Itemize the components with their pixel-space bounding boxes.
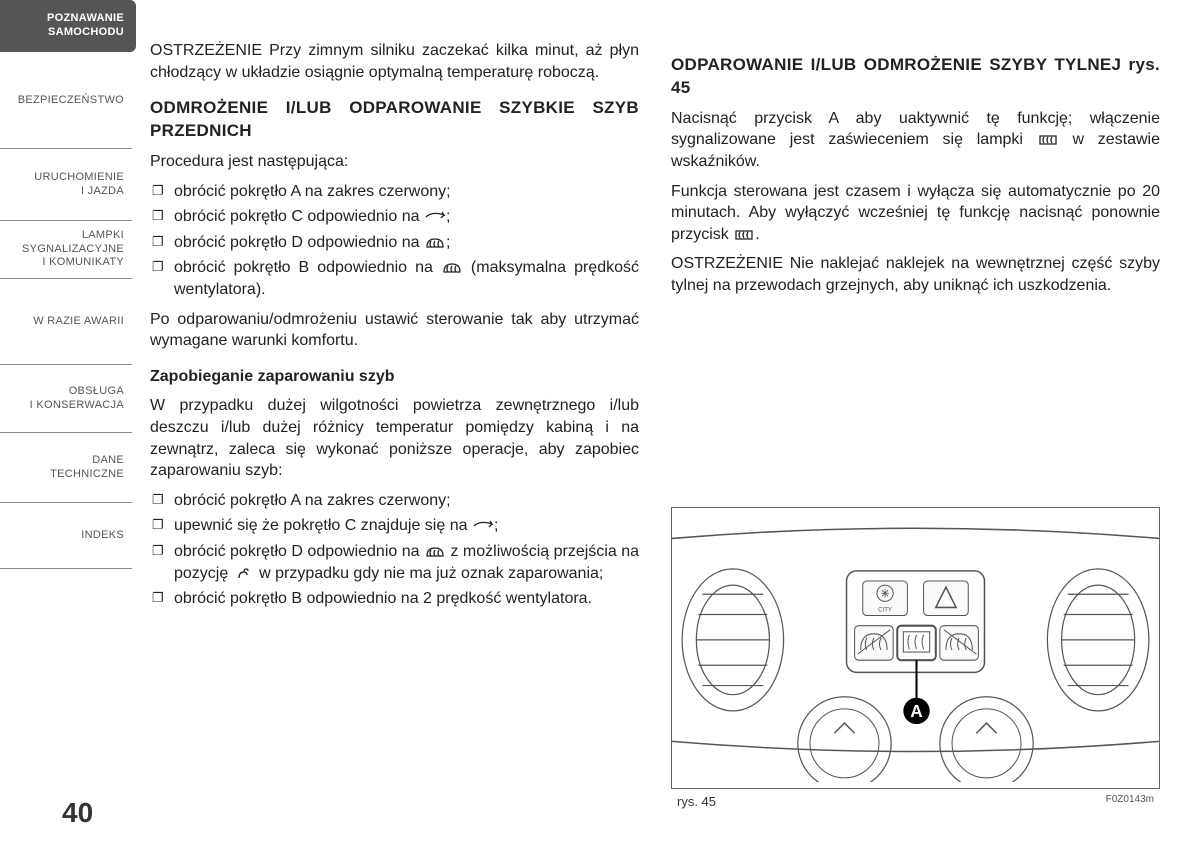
list-item: obrócić pokrętło D odpowiednio na ; xyxy=(174,232,639,254)
intro-text: Procedura jest następująca: xyxy=(150,151,639,173)
left-column: OSTRZEŻENIE Przy zimnym silniku zaczekać… xyxy=(150,40,639,811)
warning-text: OSTRZEŻENIE Nie naklejać naklejek na wew… xyxy=(671,253,1160,296)
figure-45: CITY xyxy=(671,507,1160,811)
paragraph: Nacisnąć przycisk A aby uaktywnić tę fun… xyxy=(671,108,1160,173)
list-item: obrócić pokrętło A na zakres czerwony; xyxy=(174,181,639,203)
warning-text: OSTRZEŻENIE Przy zimnym silniku zaczekać… xyxy=(150,40,639,83)
procedure-list-2: obrócić pokrętło A na zakres czerwony; u… xyxy=(150,490,639,610)
sidebar-tab[interactable]: OBSŁUGAI KONSERWACJA xyxy=(0,365,132,433)
sidebar-tab[interactable]: INDEKS xyxy=(0,503,132,569)
list-item: obrócić pokrętło B odpowiednio na 2 pręd… xyxy=(174,588,639,610)
after-steps-text: Po odparowaniu/odmrożeniu ustawić sterow… xyxy=(150,309,639,352)
page-number: 40 xyxy=(62,797,93,829)
list-item: obrócić pokrętło D odpowiednio na z możl… xyxy=(174,541,639,584)
defrost-rear-icon xyxy=(733,227,755,241)
subsection-heading: Zapobieganie zaparowaniu szyb xyxy=(150,366,639,388)
list-item: upewnić się że pokrętło C znajduje się n… xyxy=(174,515,639,537)
sidebar-tab[interactable]: BEZPIECZEŃSTWO xyxy=(0,53,132,149)
list-item: obrócić pokrętło B odpowiednio na (maksy… xyxy=(174,257,639,300)
paragraph: W przypadku dużej wilgotności powietrza … xyxy=(150,395,639,481)
sidebar-tab[interactable]: LAMPKISYGNALIZACYJNEI KOMUNIKATY xyxy=(0,221,132,279)
defrost-rear-icon xyxy=(1037,132,1059,146)
right-column: ODPAROWANIE I/LUB ODMROŻENIE SZYBY TYLNE… xyxy=(671,40,1160,811)
sidebar-tab[interactable]: DANETECHNICZNE xyxy=(0,433,132,503)
sidebar-tab[interactable]: W RAZIE AWARII xyxy=(0,279,132,365)
defrost-front-icon xyxy=(424,235,446,249)
paragraph: Funkcja sterowana jest czasem i wyłącza … xyxy=(671,181,1160,246)
section-heading: ODMROŻENIE I/LUB ODPAROWANIE SZYBKIE SZY… xyxy=(150,97,639,143)
list-item: obrócić pokrętło A na zakres czerwony; xyxy=(174,490,639,512)
svg-text:A: A xyxy=(910,701,922,721)
defrost-front-icon xyxy=(441,260,463,274)
list-item: obrócić pokrętło C odpowiednio na ; xyxy=(174,206,639,228)
dashboard-illustration: CITY xyxy=(672,508,1159,782)
procedure-list-1: obrócić pokrętło A na zakres czerwony; o… xyxy=(150,181,639,301)
svg-text:CITY: CITY xyxy=(878,606,892,613)
recirc-icon xyxy=(424,209,446,223)
sidebar-tab[interactable]: POZNAWANIESAMOCHODU xyxy=(0,0,136,52)
recirc-icon xyxy=(472,518,494,532)
sidebar-tab[interactable]: URUCHOMIENIEI JAZDA xyxy=(0,149,132,221)
sidebar-nav: POZNAWANIESAMOCHODUBEZPIECZEŃSTWOURUCHOM… xyxy=(0,0,132,845)
person-icon xyxy=(233,566,255,580)
figure-code: F0Z0143m xyxy=(1106,793,1154,811)
defrost-front-icon xyxy=(424,544,446,558)
figure-label: rys. 45 xyxy=(677,793,716,811)
page-content: OSTRZEŻENIE Przy zimnym silniku zaczekać… xyxy=(0,0,1200,831)
section-heading: ODPAROWANIE I/LUB ODMROŻENIE SZYBY TYLNE… xyxy=(671,54,1160,100)
